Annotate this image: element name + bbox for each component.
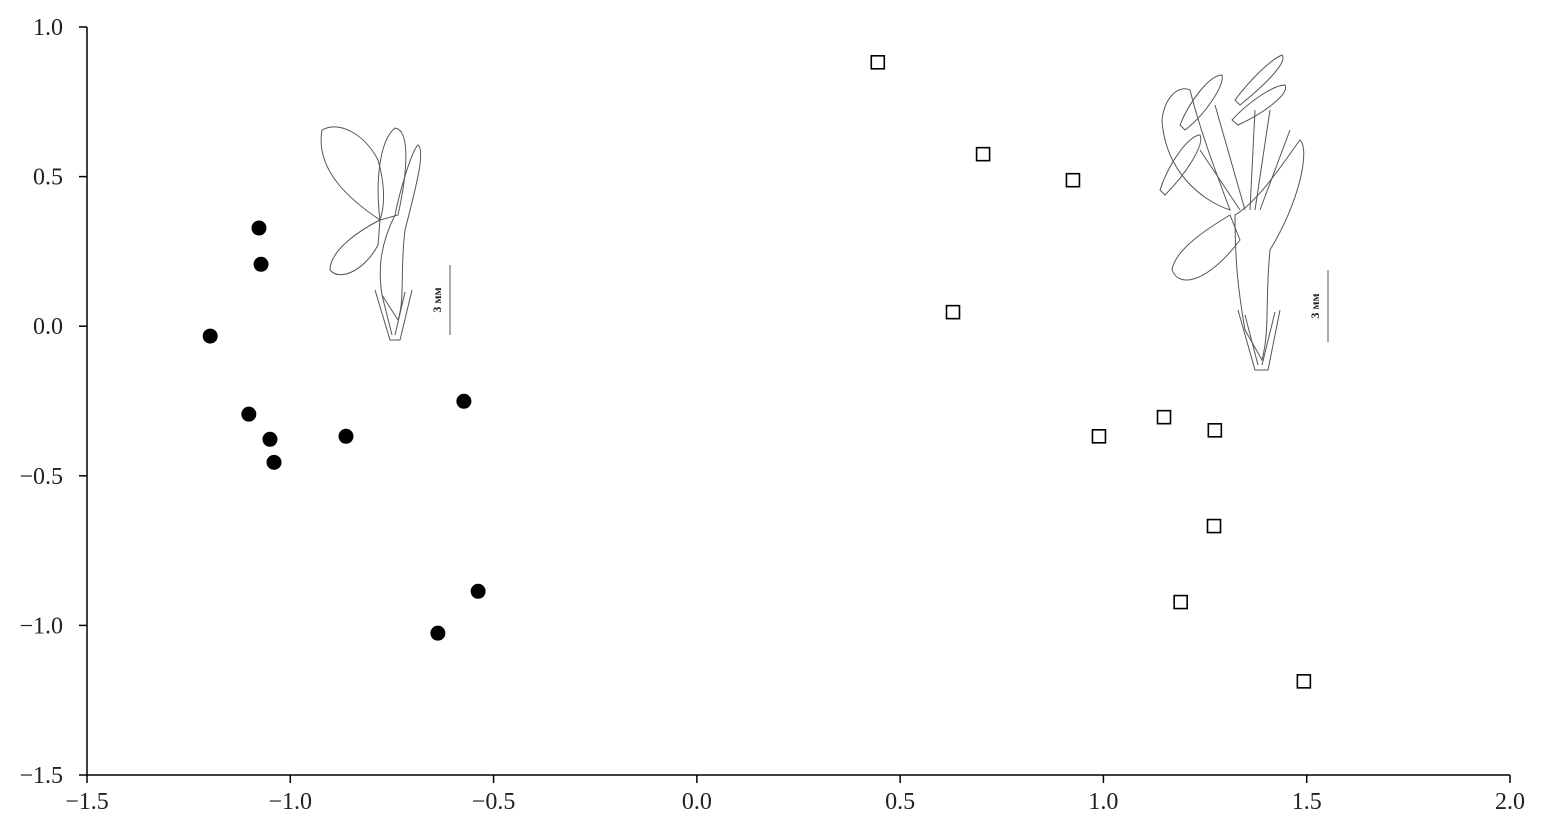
point (456, 393, 472, 409)
point (1296, 674, 1312, 689)
flower-left (320, 126, 422, 341)
point (1173, 594, 1188, 610)
x-tick-label: −1.5 (65, 789, 109, 815)
x-tick-label: −1.0 (269, 789, 313, 815)
point (470, 583, 486, 599)
point (253, 256, 269, 272)
scale-label: 3 мм (1308, 293, 1322, 318)
point (945, 304, 961, 320)
point (1206, 518, 1222, 534)
x-tick-label: 1.0 (1088, 789, 1118, 815)
point (241, 406, 257, 422)
flower-right (1159, 54, 1305, 371)
point (870, 55, 886, 70)
point (338, 428, 354, 444)
y-tick-label: 0.5 (33, 165, 63, 191)
point (430, 625, 446, 641)
point (1156, 409, 1172, 425)
y-tick-label: 0.0 (33, 314, 63, 340)
point (975, 146, 991, 162)
y-tick-label: −1.0 (19, 613, 63, 639)
scale-label: 3 мм (430, 287, 444, 312)
point (202, 328, 218, 344)
point (266, 454, 282, 470)
point (1207, 423, 1223, 438)
point (1091, 429, 1107, 444)
x-tick-label: 2.0 (1495, 789, 1525, 815)
point (1065, 172, 1081, 188)
x-tick-label: −0.5 (472, 789, 516, 815)
x-tick-label: 1.5 (1292, 789, 1322, 815)
point (251, 220, 267, 236)
x-tick-label: 0.0 (682, 789, 712, 815)
y-tick-label: −0.5 (19, 464, 63, 490)
y-tick-label: 1.0 (33, 15, 63, 41)
point (262, 431, 278, 447)
x-tick-label: 0.5 (885, 789, 915, 815)
y-tick-label: −1.5 (19, 763, 63, 789)
